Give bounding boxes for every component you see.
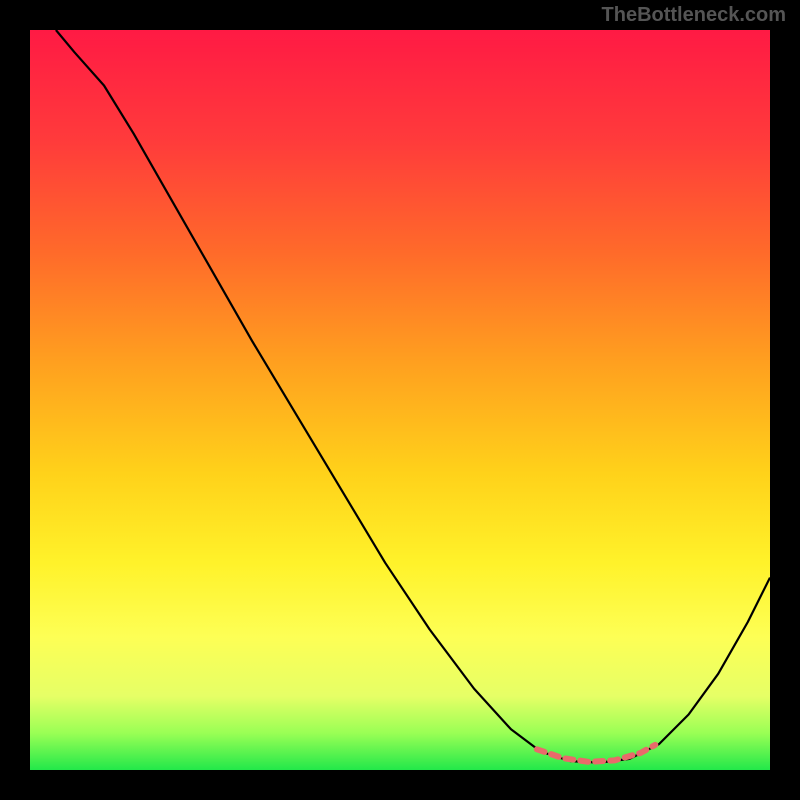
watermark-text: TheBottleneck.com: [602, 4, 786, 27]
bottleneck-chart: [30, 30, 770, 770]
chart-background: [30, 30, 770, 770]
chart-svg: [30, 30, 770, 770]
